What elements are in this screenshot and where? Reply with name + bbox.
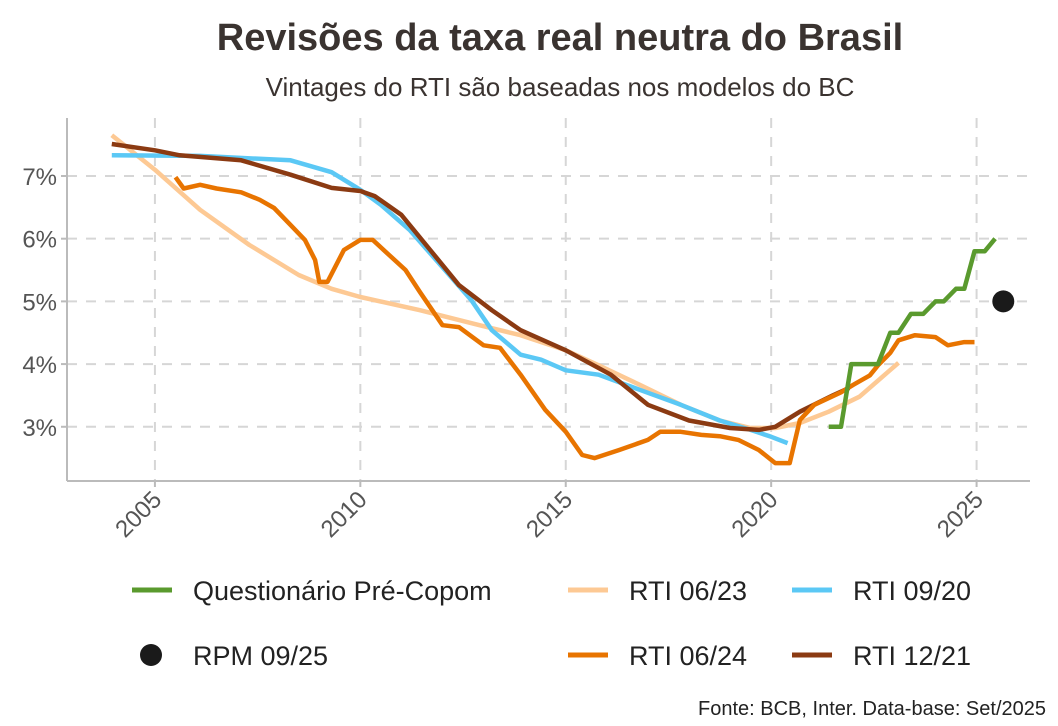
x-tick-label: 2015 [521, 486, 578, 543]
line-rti-09-20 [111, 153, 789, 446]
x-tick-label: 2010 [316, 486, 373, 543]
y-tick-label: 4% [22, 352, 57, 379]
y-tick-label: 3% [22, 415, 57, 442]
chart-title: Revisões da taxa real neutra do Brasil [217, 17, 903, 59]
legend-key-rpm-09-25 [140, 644, 162, 666]
line-rti-06-24 [173, 175, 975, 466]
point-rpm-09-25 [992, 290, 1015, 313]
x-tick-label: 2020 [727, 486, 784, 543]
chart-caption: Fonte: BCB, Inter. Data-base: Set/2025 [698, 698, 1046, 720]
series-group [110, 133, 1015, 466]
y-tick-label: 7% [22, 164, 57, 191]
line-rti-06-23 [110, 133, 900, 431]
line-rti-12-21 [111, 141, 851, 433]
y-tick-label: 6% [22, 227, 57, 254]
x-tick-label: 2025 [932, 486, 989, 543]
legend-label-rti-06-24: RTI 06/24 [629, 641, 747, 671]
chart-subtitle: Vintages do RTI são baseadas nos modelos… [266, 72, 855, 102]
line-question-rio-pr-copom [828, 237, 997, 430]
legend-label-rti-09-20: RTI 09/20 [853, 576, 971, 606]
legend-label-rpm-09-25: RPM 09/25 [193, 641, 328, 671]
legend-label-rti-12-21: RTI 12/21 [853, 641, 971, 671]
y-tick-label: 5% [22, 289, 57, 316]
x-tick-label: 2005 [110, 486, 167, 543]
legend: Questionário Pré-Copom RTI 06/23 RTI 09/20… [132, 576, 971, 671]
legend-label-rti-06-23: RTI 06/23 [629, 576, 747, 606]
legend-label-question-rio-pr-copom: Questionário Pré-Copom [193, 576, 492, 606]
gridlines [67, 118, 1030, 481]
